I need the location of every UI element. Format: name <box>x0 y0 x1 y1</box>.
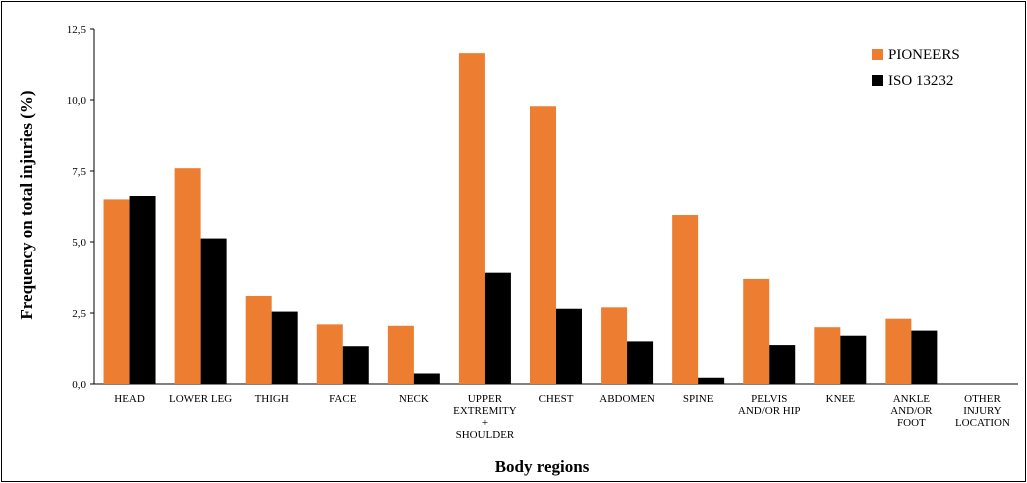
bar-iso-13232 <box>413 373 440 384</box>
x-tick-label: NECK <box>399 393 429 405</box>
x-tick-label: LOWER LEG <box>169 393 232 405</box>
y-tick-label: 2,5 <box>72 308 86 320</box>
bar-iso-13232 <box>484 272 511 384</box>
bar-pioneers <box>530 106 556 385</box>
bar-pioneers <box>743 278 770 384</box>
bar-iso-13232 <box>769 345 796 384</box>
bar-iso-13232 <box>342 346 369 384</box>
x-tick-label: OTHER INJURY LOCATION <box>955 393 1010 429</box>
x-tick-label: UPPER EXTREMITY + SHOULDER <box>453 393 517 441</box>
y-tick-label: 0,0 <box>72 379 86 391</box>
bar-pioneers <box>174 168 201 384</box>
bar-pioneers <box>103 199 130 384</box>
bar-iso-13232 <box>129 195 156 384</box>
y-axis-ticks: 0,0 2,5 5,0 7,5 10,0 12,5 <box>67 24 94 391</box>
bar-pioneers <box>814 327 841 384</box>
y-tick-label: 5,0 <box>72 237 86 249</box>
x-tick-label: ANKLE AND/OR FOOT <box>890 393 933 429</box>
x-tick-label: FACE <box>329 393 357 405</box>
legend: PIONEERS ISO 13232 <box>872 47 960 89</box>
x-tick-label: HEAD <box>114 393 145 405</box>
bar-iso-13232 <box>698 377 725 384</box>
x-tick-label: THIGH <box>255 393 289 405</box>
x-tick-label: KNEE <box>826 393 856 405</box>
bar-pioneers <box>885 318 912 384</box>
x-tick-label: PELVIS AND/OR HIP <box>738 393 801 417</box>
x-tick-label: CHEST <box>539 393 574 405</box>
x-axis-title: Body regions <box>495 457 590 476</box>
bars <box>103 53 938 385</box>
y-tick-label: 12,5 <box>67 24 87 36</box>
x-tick-label: ABDOMEN <box>599 393 655 405</box>
y-axis-title: Frequency on total injuries (%) <box>17 90 36 319</box>
bar-iso-13232 <box>840 335 867 384</box>
bar-pioneers <box>387 325 414 384</box>
bar-iso-13232 <box>556 308 582 384</box>
bar-pioneers <box>245 295 272 384</box>
legend-swatch <box>872 75 883 86</box>
bar-pioneers <box>672 215 699 384</box>
legend-label: PIONEERS <box>888 47 960 63</box>
x-axis-categories: HEAD LOWER LEG THIGH FACE NECK UPPER EXTREMITY… <box>114 393 1010 441</box>
y-tick-label: 7,5 <box>72 166 86 178</box>
bar-pioneers <box>458 53 485 384</box>
bar-pioneers <box>601 307 628 384</box>
bar-iso-13232 <box>200 238 227 384</box>
bar-iso-13232 <box>627 341 654 384</box>
bar-iso-13232 <box>271 311 298 384</box>
x-tick-label: SPINE <box>683 393 714 405</box>
y-tick-label: 10,0 <box>67 95 87 107</box>
bar-pioneers <box>316 324 343 384</box>
bar-iso-13232 <box>911 330 938 384</box>
legend-swatch <box>872 49 883 60</box>
legend-label: ISO 13232 <box>888 73 953 89</box>
